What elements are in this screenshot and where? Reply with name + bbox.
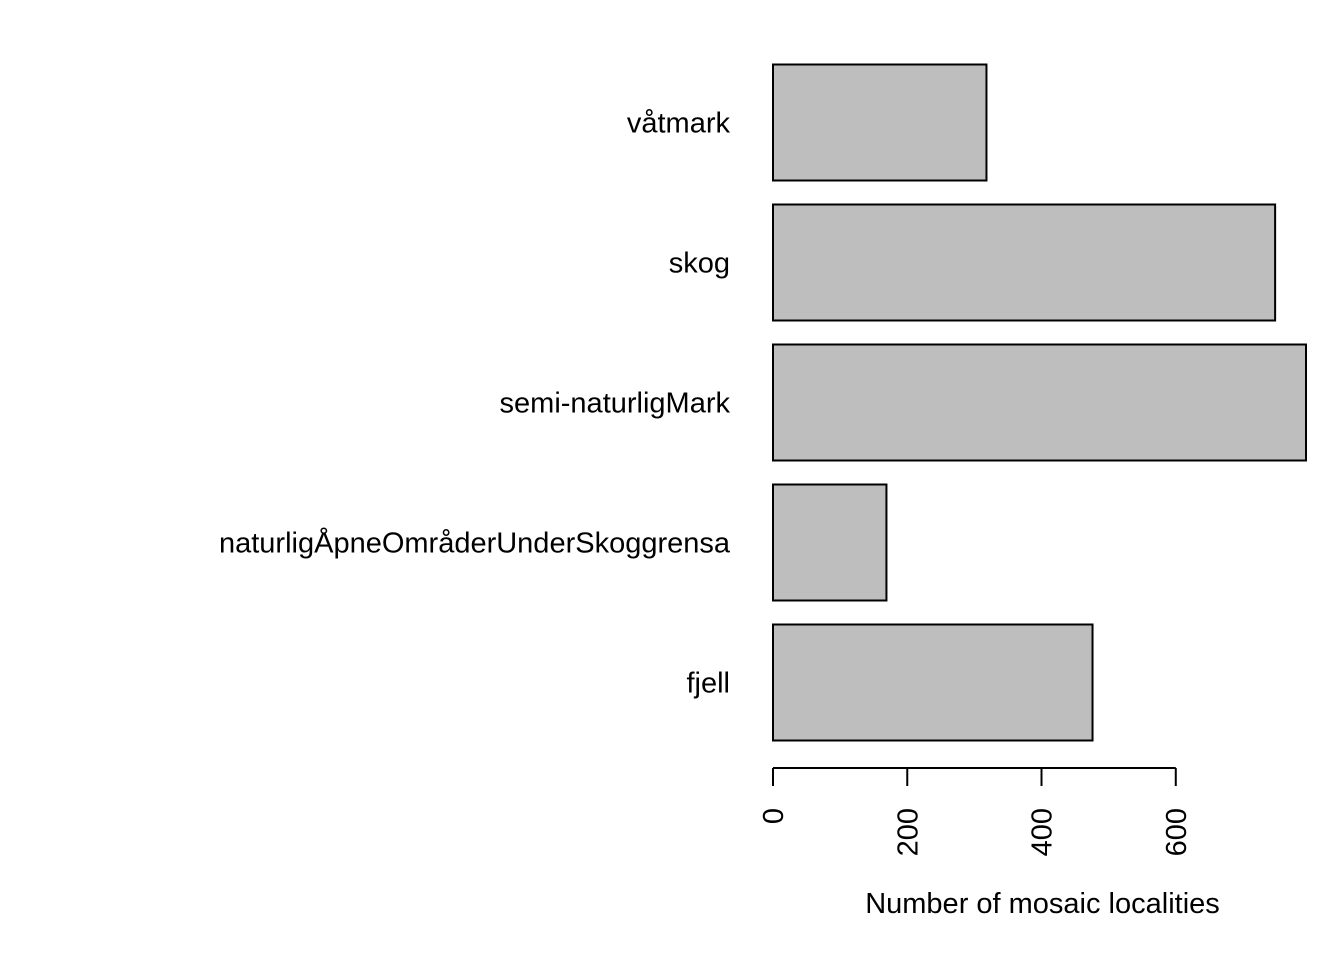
x-axis: 0 200 400 600 [758, 767, 1193, 856]
category-labels: fjell naturligÅpneOmråderUnderSkoggrensa s… [219, 108, 731, 700]
bar-1 [772, 483, 888, 602]
bar-4 [772, 63, 988, 182]
x-tick-label-0: 0 [758, 808, 790, 824]
bar-0 [772, 623, 1094, 742]
x-axis-title: Number of mosaic localities [865, 888, 1220, 920]
bar-3 [772, 203, 1277, 322]
category-label-2: semi-naturligMark [500, 388, 731, 420]
x-tick-label-1: 200 [892, 808, 924, 856]
category-label-3: skog [669, 248, 730, 280]
category-label-0: fjell [686, 668, 730, 700]
x-tick-label-2: 400 [1027, 808, 1059, 856]
category-label-1: naturligÅpneOmråderUnderSkoggrensa [219, 527, 731, 560]
bar-2 [772, 343, 1307, 462]
category-label-4: våtmark [627, 108, 731, 140]
x-tick-label-3: 600 [1161, 808, 1193, 856]
bars-group [772, 63, 1307, 742]
